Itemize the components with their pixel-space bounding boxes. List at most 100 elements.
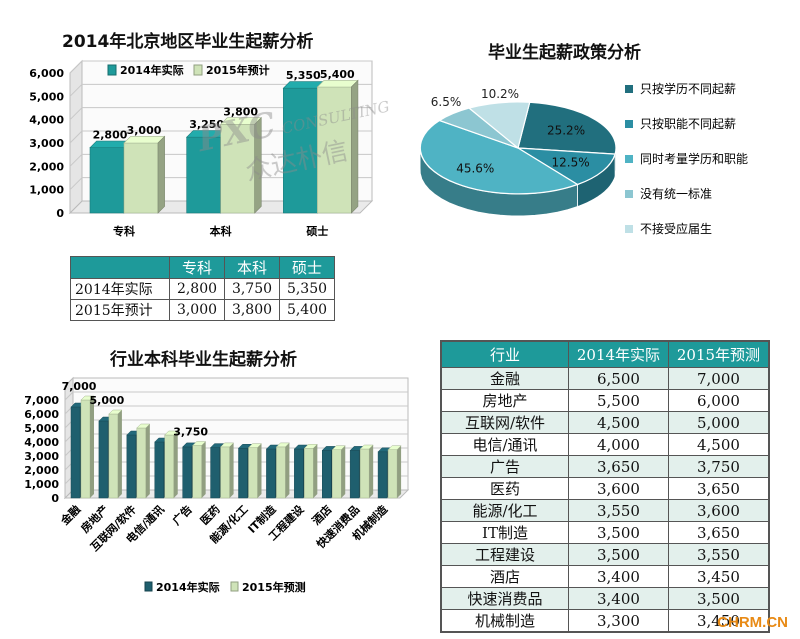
table-header-cell: 本科 [224,256,280,279]
y-tick-label: 5,000 [24,422,59,435]
legend-swatch [625,120,633,128]
x-tick-label: 本科 [210,224,232,238]
y-tick-label: 1,000 [24,478,59,491]
gridline [64,391,74,401]
table-cell: 3,750 [224,278,280,300]
table-row-label: 快速消费品 [440,587,569,610]
bar [304,448,314,499]
bar-side [145,424,150,498]
legend-label: 只按学历不同起薪 [640,81,736,96]
bar-side [369,445,374,498]
bar-side [117,410,122,498]
legend-swatch [107,64,117,76]
y-tick-label: 3,000 [29,137,64,150]
table-cell: 4,000 [568,433,669,456]
bar [70,406,81,499]
x-tick-label: 医药 [197,502,222,527]
data-label: 3,800 [223,105,258,118]
legend-label: 2015年预计 [206,63,270,77]
table-row: IT制造 3,500 3,650 [440,521,770,544]
data-label: 3,250 [189,118,224,131]
pie-data-label: 45.6% [456,161,494,175]
bar [276,446,286,499]
table-row: 能源/化工 3,550 3,600 [440,499,770,522]
bar [322,450,332,499]
y-tick-label: 2,000 [24,464,59,477]
bar [80,399,91,499]
policy-pie-chart: 25.2% 12.5% 45.6% 6.5% 10.2% 只按学历不同起薪只按职能不同起薪… [419,81,748,236]
legend-label: 2015年预测 [242,580,306,594]
table-cell: 3,650 [667,521,770,544]
y-tick-label: 2,000 [29,160,64,173]
table-header-cell: 专科 [169,256,225,279]
bar [210,447,220,499]
bar-top [219,442,235,448]
legend-label: 2014年实际 [120,63,184,77]
table-header-cell: 硕士 [279,256,335,279]
y-tick-label: 0 [51,492,59,505]
legend-label: 没有统一标准 [640,186,712,201]
y-tick-label: 5,000 [29,90,64,103]
bar [123,142,159,214]
table-row-label: 金融 [440,367,569,390]
y-tick-label: 1,000 [29,184,64,197]
table-cell: 3,600 [667,499,770,522]
bar-side [351,79,359,214]
bar [294,448,304,499]
pie-slice [419,119,579,195]
gridline [69,177,83,191]
bar-top [123,136,166,144]
industry-bar-chart: 01,0002,0003,0004,0005,0006,0007,000金融房地… [24,376,410,594]
bar-side [313,444,318,498]
data-label: 5,400 [320,68,355,81]
table-header-cell: 2015年预测 [667,340,770,368]
data-label: 3,750 [173,426,208,439]
table-cell: 3,400 [568,565,669,588]
table-cell: 3,800 [224,299,280,321]
bar-side [229,442,234,498]
table-cell: 3,500 [667,587,770,610]
table-row: 电信/通讯 4,000 4,500 [440,433,770,456]
x-tick-label: 广告 [169,502,194,527]
bar [377,451,388,499]
table-cell: 3,600 [568,477,669,500]
bar [283,87,318,214]
pie-slice [467,101,531,150]
data-label: 3,000 [127,124,162,137]
table-row-label: 酒店 [440,565,569,588]
legend-swatch [144,581,153,592]
table-row-label: 工程建设 [440,543,569,566]
table-cell: 3,000 [169,299,225,321]
bar [349,450,360,499]
table-row: 广告 3,650 3,750 [440,455,770,478]
bar-side [173,431,178,498]
data-label: 5,350 [286,69,321,82]
legend-swatch [625,225,633,233]
bar-side [157,135,165,214]
legend-swatch [230,581,239,592]
table-cell: 6,500 [568,367,669,390]
y-tick-label: 6,000 [24,408,59,421]
bar [387,449,398,499]
table-header-cell: 行业 [440,340,569,368]
table-row-label: IT制造 [440,521,569,544]
bar-side [254,117,262,214]
pie-data-label: 6.5% [431,95,462,109]
bar [359,448,370,499]
table-row: 互联网/软件 4,500 5,000 [440,411,770,434]
table-row-label: 互联网/软件 [440,411,569,434]
table-cell: 3,400 [568,587,669,610]
x-tick-label: 专科 [113,224,135,238]
table-cell: 6,000 [667,389,770,412]
bar [317,86,352,214]
table-header-cell: 2014年实际 [568,340,669,368]
table-row: 机械制造 3,300 3,450 [440,609,770,633]
table-cell: 7,000 [667,367,770,390]
table-cell: 3,450 [667,609,770,633]
table-row: 医药 3,600 3,650 [440,477,770,500]
table-cell: 3,550 [667,543,770,566]
bar [126,434,137,499]
bar-side [90,396,94,498]
table-row-label: 机械制造 [440,609,569,633]
